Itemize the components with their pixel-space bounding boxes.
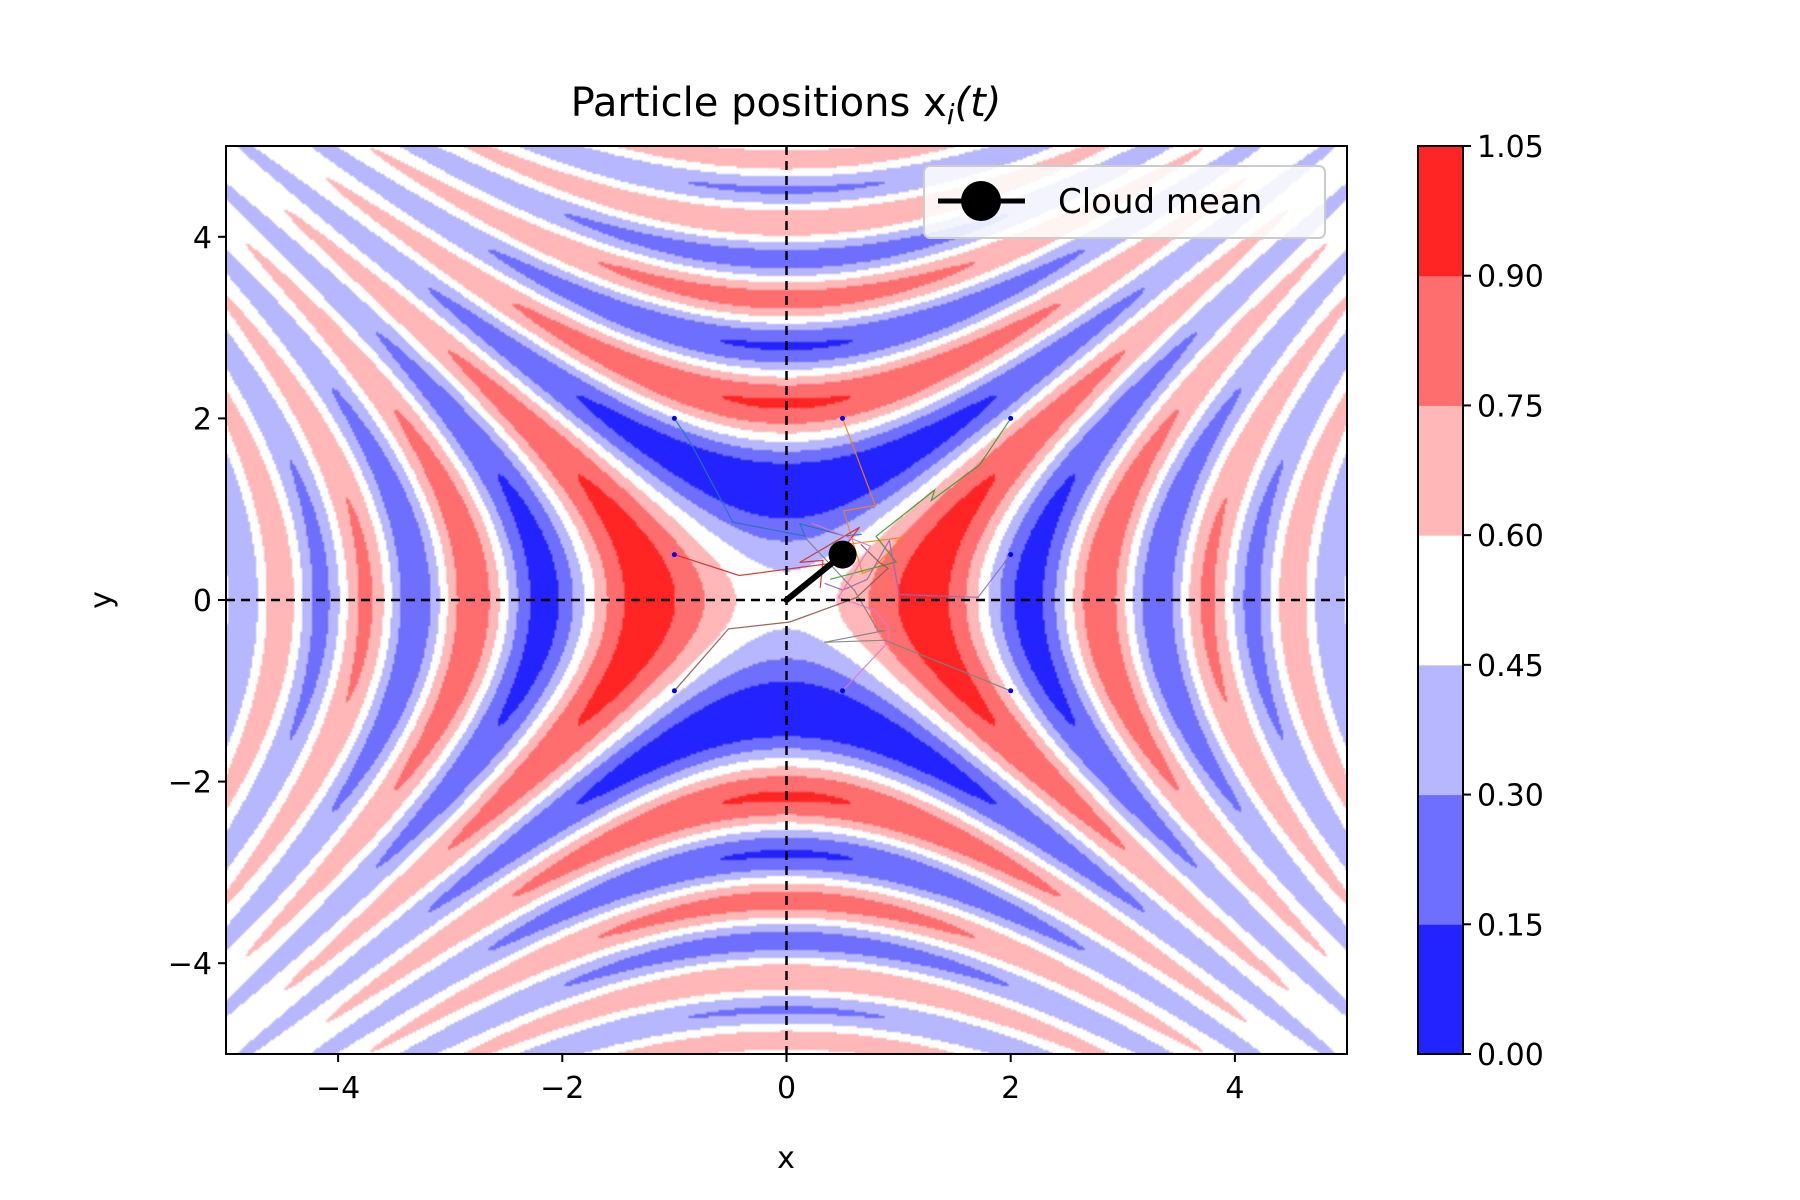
particle-start-marker — [840, 415, 846, 421]
legend-dot-marker — [961, 181, 1001, 221]
legend-box — [923, 165, 1326, 239]
legend-entry-cloud-mean: Cloud mean — [1058, 182, 1262, 222]
trajectory-line — [805, 537, 1011, 692]
plot-area — [225, 145, 1348, 1055]
legend: Cloud mean — [923, 165, 1326, 239]
x-tick-label: −2 — [540, 1071, 584, 1106]
trajectory-line — [673, 543, 889, 692]
colorbar: 0.00 0.15 0.30 0.45 0.60 0.75 0.90 1.05 — [1417, 130, 1544, 1073]
trajectory-line — [830, 418, 905, 575]
colorbar-tick-label: 0.75 — [1477, 389, 1544, 424]
trajectory-line — [811, 522, 890, 692]
particle-start-marker — [1008, 552, 1014, 558]
cloud-mean-series — [783, 540, 857, 603]
colorbar-segment — [1418, 794, 1463, 925]
particle-start-marker — [671, 688, 677, 694]
colorbar-tick-label: 0.60 — [1477, 519, 1544, 554]
particle-start-marker — [671, 552, 677, 558]
x-axis: −4 −2 0 2 4 — [316, 1054, 1244, 1106]
particle-start-marker — [840, 688, 846, 694]
y-axis-label: y — [84, 591, 119, 609]
particle-start-marker — [1008, 688, 1014, 694]
trajectory-line — [830, 418, 1012, 580]
particle-start-marker — [1008, 415, 1014, 421]
colorbar-tick-label: 1.05 — [1477, 130, 1544, 165]
colorbar-tick-label: 0.45 — [1477, 649, 1544, 684]
particle-trajectories — [671, 415, 1014, 694]
trajectory-line — [674, 526, 861, 588]
colorbar-tick-label: 0.15 — [1477, 908, 1544, 943]
colorbar-tick-label: 0.90 — [1477, 260, 1544, 295]
particle-start-marker — [671, 415, 677, 421]
colorbar-tick-label: 0.30 — [1477, 779, 1544, 814]
x-tick-label: 2 — [1001, 1071, 1020, 1106]
colorbar-segment — [1418, 535, 1463, 666]
colorbar-segment — [1418, 405, 1463, 536]
x-axis-label: x — [777, 1141, 795, 1176]
colorbar-segment — [1418, 924, 1463, 1055]
y-tick-label: 2 — [193, 402, 212, 437]
y-tick-label: −2 — [168, 766, 212, 801]
colorbar-segment — [1418, 275, 1463, 406]
y-tick-label: −4 — [168, 947, 212, 982]
chart-title: Particle positions xi(t) — [571, 80, 1002, 131]
colorbar-frame — [1417, 145, 1464, 1055]
y-axis: −4 −2 0 2 4 — [168, 221, 226, 982]
colorbar-tick-label: 0.00 — [1477, 1038, 1544, 1073]
x-tick-label: 4 — [1225, 1071, 1244, 1106]
x-tick-label: 0 — [777, 1071, 796, 1106]
y-tick-label: 4 — [193, 221, 212, 256]
x-tick-label: −4 — [316, 1071, 360, 1106]
colorbar-segment — [1418, 146, 1463, 277]
y-tick-label: 0 — [193, 584, 212, 619]
colorbar-segment — [1418, 664, 1463, 796]
cloud-mean-point — [828, 540, 857, 569]
